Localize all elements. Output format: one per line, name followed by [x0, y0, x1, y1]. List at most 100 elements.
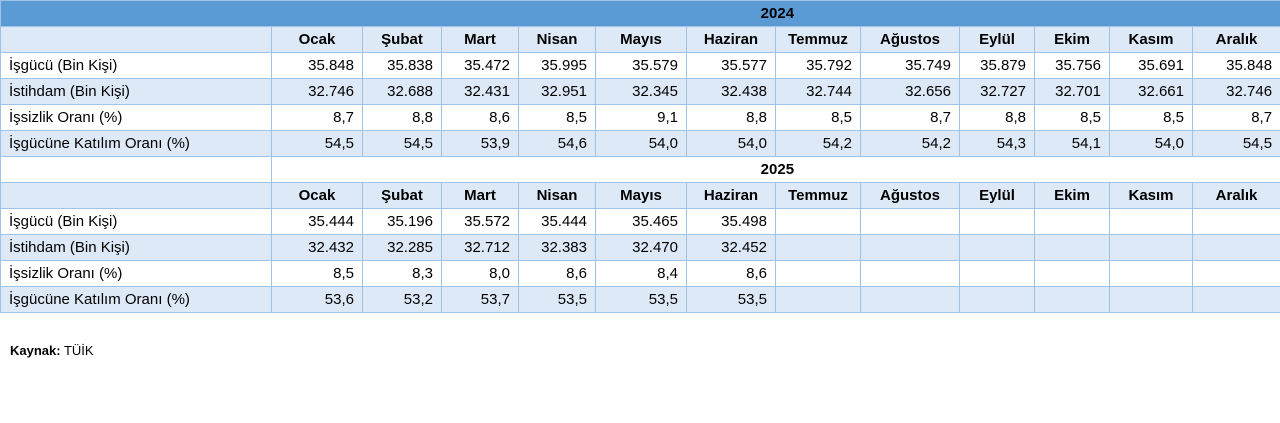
value-cell: [860, 260, 960, 287]
value-cell: [1034, 286, 1110, 313]
month-header: Mart: [441, 182, 519, 209]
value-cell: 32.744: [775, 78, 861, 105]
value-cell: 35.196: [362, 208, 442, 235]
value-cell: 53,2: [362, 286, 442, 313]
table-row: İşgücü (Bin Kişi) 35.848 35.838 35.472 35.99…: [0, 52, 1280, 79]
year-2025-month-header-row: Ocak Şubat Mart Nisan Mayıs Haziran Temmuz Ağus…: [0, 182, 1280, 209]
year-2024-title: 2024: [0, 0, 1280, 27]
value-cell: 54,5: [1191, 130, 1280, 157]
value-cell: 8,5: [518, 104, 596, 131]
month-header: Eylül: [959, 182, 1035, 209]
value-cell: [1109, 286, 1193, 313]
value-cell: [775, 260, 861, 287]
row-label: İşsizlik Oranı (%): [0, 260, 272, 287]
value-cell: 32.688: [362, 78, 442, 105]
table-row: İşgücüne Katılım Oranı (%) 53,6 53,2 53,7 53…: [0, 286, 1280, 313]
value-cell: [1034, 234, 1110, 261]
value-cell: 54,3: [959, 130, 1035, 157]
value-cell: 53,5: [595, 286, 687, 313]
value-cell: 54,2: [775, 130, 861, 157]
value-cell: [959, 234, 1035, 261]
value-cell: 8,0: [441, 260, 519, 287]
row-label: İstihdam (Bin Kişi): [0, 78, 272, 105]
value-cell: [775, 286, 861, 313]
value-cell: 54,5: [271, 130, 363, 157]
month-header: Ocak: [271, 182, 363, 209]
value-cell: 8,6: [441, 104, 519, 131]
month-header: Mayıs: [595, 26, 687, 53]
value-cell: 32.746: [1191, 78, 1280, 105]
value-cell: [775, 234, 861, 261]
value-cell: 54,0: [595, 130, 687, 157]
value-cell: 53,9: [441, 130, 519, 157]
value-cell: 35.465: [595, 208, 687, 235]
value-cell: 54,1: [1034, 130, 1110, 157]
value-cell: 35.444: [271, 208, 363, 235]
source-label: Kaynak:: [10, 343, 61, 358]
value-cell: 35.572: [441, 208, 519, 235]
month-header: Şubat: [362, 26, 442, 53]
table-row: İstihdam (Bin Kişi) 32.432 32.285 32.712 32.…: [0, 234, 1280, 261]
value-cell: 35.579: [595, 52, 687, 79]
value-cell: 53,5: [686, 286, 776, 313]
value-cell: [1034, 260, 1110, 287]
value-cell: 32.656: [860, 78, 960, 105]
value-cell: 8,8: [959, 104, 1035, 131]
value-cell: [860, 286, 960, 313]
month-header: Temmuz: [775, 26, 861, 53]
value-cell: [860, 234, 960, 261]
value-cell: 32.746: [271, 78, 363, 105]
value-cell: [775, 208, 861, 235]
month-header: Ocak: [271, 26, 363, 53]
month-header: Nisan: [518, 182, 596, 209]
value-cell: 35.838: [362, 52, 442, 79]
value-cell: [959, 208, 1035, 235]
value-cell: [1191, 260, 1280, 287]
row-label: İşgücü (Bin Kişi): [0, 52, 272, 79]
value-cell: 32.470: [595, 234, 687, 261]
value-cell: 35.691: [1109, 52, 1193, 79]
month-header: Ekim: [1034, 182, 1110, 209]
month-header: Kasım: [1109, 26, 1193, 53]
value-cell: 35.498: [686, 208, 776, 235]
table-row: İşgücüne Katılım Oranı (%) 54,5 54,5 53,9 54…: [0, 130, 1280, 157]
value-cell: 35.472: [441, 52, 519, 79]
value-cell: 8,6: [518, 260, 596, 287]
value-cell: 54,6: [518, 130, 596, 157]
row-label: İstihdam (Bin Kişi): [0, 234, 272, 261]
row-label: İşgücü (Bin Kişi): [0, 208, 272, 235]
value-cell: 54,0: [1109, 130, 1193, 157]
year-2024-header-row: 2024: [0, 0, 1280, 27]
empty-corner-cell: [0, 26, 272, 53]
row-label: İşgücüne Katılım Oranı (%): [0, 130, 272, 157]
table-row: İşsizlik Oranı (%) 8,5 8,3 8,0 8,6 8,4 8,6: [0, 260, 1280, 287]
month-header: Ağustos: [860, 26, 960, 53]
value-cell: [1109, 234, 1193, 261]
value-cell: 35.848: [271, 52, 363, 79]
table-row: İşsizlik Oranı (%) 8,7 8,8 8,6 8,5 9,1 8,8 8,5 8…: [0, 104, 1280, 131]
month-header: Kasım: [1109, 182, 1193, 209]
value-cell: 8,5: [1034, 104, 1110, 131]
month-header: Eylül: [959, 26, 1035, 53]
month-header: Haziran: [686, 182, 776, 209]
year-2025-title: 2025: [270, 156, 1280, 183]
value-cell: 32.345: [595, 78, 687, 105]
value-cell: 32.727: [959, 78, 1035, 105]
value-cell: [1191, 234, 1280, 261]
value-cell: 8,5: [775, 104, 861, 131]
value-cell: 32.432: [271, 234, 363, 261]
value-cell: 35.749: [860, 52, 960, 79]
value-cell: 32.431: [441, 78, 519, 105]
row-label: İşsizlik Oranı (%): [0, 104, 272, 131]
value-cell: 32.701: [1034, 78, 1110, 105]
month-header: Şubat: [362, 182, 442, 209]
month-header: Ekim: [1034, 26, 1110, 53]
value-cell: 8,8: [686, 104, 776, 131]
value-cell: 8,7: [271, 104, 363, 131]
row-label: İşgücüne Katılım Oranı (%): [0, 286, 272, 313]
value-cell: 32.452: [686, 234, 776, 261]
value-cell: 8,8: [362, 104, 442, 131]
value-cell: 8,4: [595, 260, 687, 287]
value-cell: 32.712: [441, 234, 519, 261]
value-cell: [1034, 208, 1110, 235]
